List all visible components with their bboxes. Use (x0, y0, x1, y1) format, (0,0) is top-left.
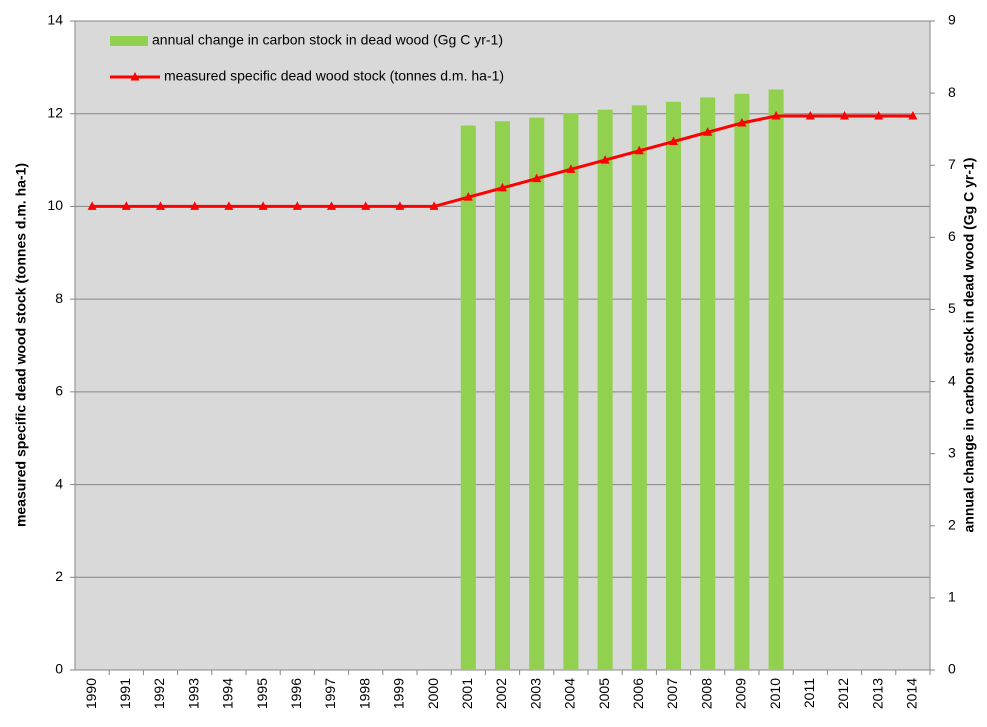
x-tick-label: 2007 (664, 678, 680, 709)
marker (771, 111, 781, 120)
x-tick-label: 2005 (596, 678, 612, 709)
bar (460, 125, 476, 671)
y2-tick-label: 6 (948, 228, 956, 244)
x-tick-label: 2012 (835, 678, 851, 709)
y-tick-label: 14 (47, 12, 63, 28)
y2-tick-label: 0 (948, 661, 956, 677)
x-tick-label: 1996 (288, 678, 304, 709)
x-tick-label: 1995 (254, 678, 270, 709)
x-tick-label: 1990 (83, 678, 99, 709)
y2-tick-label: 9 (948, 12, 956, 28)
y-tick-label: 10 (47, 197, 63, 213)
x-tick-label: 1997 (322, 678, 338, 709)
legend-swatch (110, 36, 148, 46)
y-tick-label: 12 (47, 104, 63, 120)
x-tick-label: 2004 (562, 678, 578, 709)
bar (665, 101, 682, 670)
x-tick-label: 1994 (220, 678, 236, 709)
marker (737, 117, 747, 127)
y-tick-label: 4 (55, 475, 63, 491)
marker (361, 201, 371, 210)
x-tick-label: 2014 (904, 678, 920, 709)
x-tick-label: 2002 (493, 678, 509, 709)
marker (395, 201, 405, 210)
y2-tick-label: 5 (948, 300, 956, 316)
x-tick-label: 1992 (151, 678, 167, 709)
y2-tick-label: 8 (948, 84, 956, 100)
x-tick-label: 2000 (425, 678, 441, 709)
y-axis-title: measured specific dead wood stock (tonne… (13, 163, 29, 527)
x-tick-label: 2011 (801, 678, 817, 708)
legend-swatch (130, 72, 140, 81)
marker (292, 201, 302, 210)
marker (327, 201, 336, 210)
x-tick-label: 2003 (527, 678, 543, 709)
bar (631, 105, 647, 671)
x-tick-label: 2001 (459, 678, 475, 709)
y2-tick-label: 7 (948, 156, 956, 172)
marker (600, 155, 610, 164)
marker (156, 201, 165, 210)
bar (529, 117, 545, 670)
marker (874, 111, 884, 120)
x-tick-label: 2013 (869, 678, 885, 709)
marker (805, 111, 815, 120)
x-tick-label: 1993 (185, 678, 201, 709)
x-tick-label: 1999 (391, 678, 407, 709)
marker (634, 145, 644, 155)
marker (87, 201, 97, 210)
marker (258, 201, 268, 210)
x-tick-label: 2006 (630, 678, 646, 709)
bar (734, 93, 750, 671)
y2-axis-title: annual change in carbon stock in dead wo… (961, 158, 977, 533)
y-tick-label: 6 (55, 383, 63, 399)
bar (768, 89, 784, 670)
marker (703, 127, 713, 136)
marker (908, 111, 918, 120)
marker (840, 111, 849, 120)
legend-label: measured specific dead wood stock (tonne… (164, 68, 504, 84)
y2-tick-label: 4 (948, 372, 956, 388)
x-tick-label: 2008 (698, 678, 714, 709)
bar (494, 121, 511, 671)
x-tick-label: 2010 (767, 678, 783, 709)
x-tick-label: 2009 (733, 678, 749, 709)
marker (669, 136, 678, 146)
y-tick-label: 8 (55, 290, 63, 306)
bar (563, 113, 579, 670)
marker (121, 201, 131, 210)
y2-tick-label: 2 (948, 516, 956, 532)
x-tick-label: 1998 (356, 678, 372, 709)
marker (190, 201, 200, 210)
y2-tick-label: 3 (948, 444, 956, 460)
bar (700, 97, 716, 671)
y-tick-label: 2 (55, 568, 63, 584)
marker (224, 201, 234, 210)
bar (597, 109, 613, 671)
marker (566, 164, 576, 173)
legend-label: annual change in carbon stock in dead wo… (152, 32, 503, 48)
x-tick-label: 1991 (117, 678, 133, 709)
marker (532, 173, 542, 183)
marker (429, 201, 439, 210)
marker (498, 182, 507, 192)
y-tick-label: 0 (55, 661, 63, 677)
marker (463, 192, 473, 201)
y2-tick-label: 1 (948, 589, 956, 605)
